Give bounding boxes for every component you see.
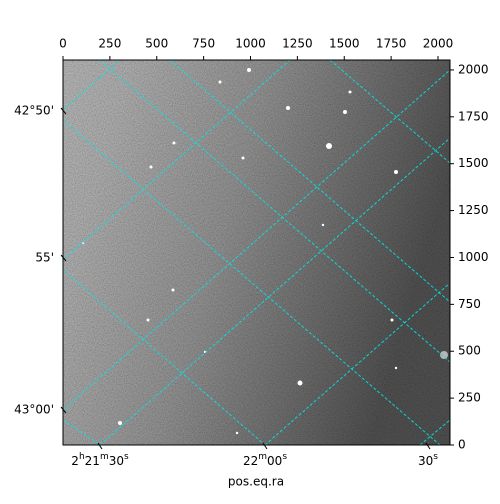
sky-image <box>63 60 450 445</box>
coordinate-grid <box>63 60 450 445</box>
ra-label: 2h21m30s <box>71 452 129 468</box>
ra-tick <box>97 442 103 450</box>
x-tick-label: 250 <box>98 37 121 51</box>
ra-label: 30s <box>418 452 438 468</box>
x-tick-label: 1750 <box>376 37 407 51</box>
y-tick-label: 250 <box>458 391 481 405</box>
x-axis-label: pos.eq.ra <box>228 475 284 489</box>
x-tick-label: 1000 <box>235 37 266 51</box>
x-tick-label: 0 <box>59 37 67 51</box>
x-tick-label: 1250 <box>282 37 313 51</box>
dec-label: 42°50' <box>14 104 54 118</box>
dec-label: 55' <box>35 251 54 265</box>
y-tick-label: 0 <box>458 438 466 452</box>
ra-tick <box>262 442 268 450</box>
y-tick-label: 1500 <box>458 156 489 170</box>
y-tick-label: 1250 <box>458 203 489 217</box>
stars <box>81 68 448 435</box>
x-tick-label: 750 <box>192 37 215 51</box>
y-tick-label: 500 <box>458 344 481 358</box>
y-tick-label: 1750 <box>458 109 489 123</box>
dec-tick <box>60 254 67 262</box>
ra-tick <box>425 442 431 450</box>
x-tick-label: 1500 <box>329 37 360 51</box>
dec-tick <box>60 107 67 115</box>
x-tick-label: 500 <box>145 37 168 51</box>
dec-tick <box>60 406 67 414</box>
dec-label: 43°00' <box>14 403 54 417</box>
x-tick-label: 2000 <box>423 37 454 51</box>
frame <box>62 59 451 446</box>
ra-label: 22m00s <box>243 452 287 468</box>
y-tick-label: 2000 <box>458 62 489 76</box>
y-tick-label: 1000 <box>458 250 489 264</box>
y-tick-label: 750 <box>458 297 481 311</box>
